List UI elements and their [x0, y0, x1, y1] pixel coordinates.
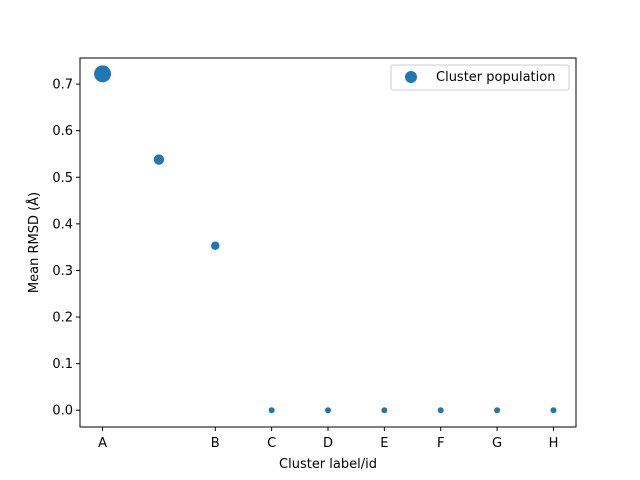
- plot-area-frame: [79, 57, 577, 428]
- data-point: [211, 241, 220, 251]
- x-tick-label: C: [267, 436, 276, 451]
- y-axis-label: Mean RMSD (Å): [26, 192, 42, 293]
- x-axis: A B C D E F G H: [98, 427, 558, 451]
- data-point: [437, 407, 444, 414]
- data-point: [94, 65, 112, 83]
- y-tick-label: 0.6: [52, 124, 73, 139]
- y-tick-label: 0.3: [52, 264, 73, 279]
- data-points: [94, 65, 557, 414]
- legend-marker: [405, 71, 417, 83]
- data-point: [153, 154, 165, 165]
- legend: Cluster population: [390, 64, 570, 91]
- y-axis: 0.0 0.1 0.2 0.3 0.4 0.5 0.6 0.7: [52, 78, 80, 419]
- x-tick-label: B: [211, 436, 220, 451]
- x-tick-label: G: [492, 436, 502, 451]
- y-tick-label: 0.4: [52, 217, 73, 232]
- x-tick-label: H: [549, 436, 559, 451]
- y-tick-label: 0.7: [52, 78, 73, 93]
- data-point: [381, 407, 388, 414]
- legend-box: [390, 64, 570, 91]
- data-point: [325, 407, 331, 414]
- data-point: [494, 407, 501, 414]
- y-tick-label: 0.5: [52, 171, 73, 186]
- y-tick-label: 0.0: [52, 404, 73, 419]
- x-tick-label: F: [437, 436, 444, 451]
- data-point: [268, 407, 275, 414]
- x-axis-label: Cluster label/id: [279, 457, 377, 472]
- data-point: [550, 407, 557, 414]
- x-tick-label: A: [98, 436, 107, 451]
- y-tick-label: 0.2: [52, 311, 73, 326]
- legend-label: Cluster population: [436, 70, 555, 85]
- x-tick-label: E: [380, 436, 388, 451]
- y-tick-label: 0.1: [52, 357, 73, 372]
- x-tick-label: D: [323, 436, 333, 451]
